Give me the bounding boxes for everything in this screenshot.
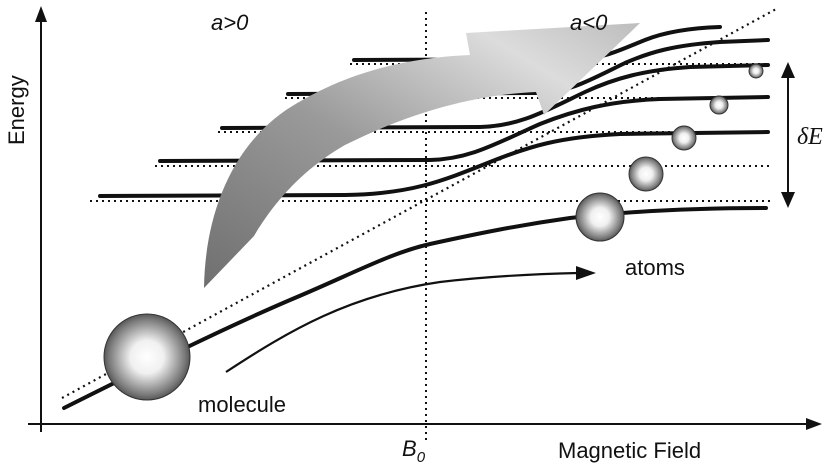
region-label-left: a>0 xyxy=(211,10,249,35)
y-axis-label: Energy xyxy=(4,75,29,145)
region-label-right: a<0 xyxy=(570,10,608,35)
sweep-arrow-curve xyxy=(225,271,579,373)
atom-sphere xyxy=(628,156,664,192)
ramp-arrow-shape xyxy=(204,23,640,288)
delta-e-arrowhead-bottom xyxy=(781,192,795,208)
energy-curve xyxy=(158,95,770,163)
atom-sphere xyxy=(575,192,625,242)
molecule-sphere xyxy=(103,313,191,401)
sweep-arrow-head xyxy=(576,266,596,280)
delta-e-label: δE xyxy=(797,124,823,150)
y-axis-arrowhead xyxy=(35,6,47,22)
resonance-label: B0 xyxy=(402,436,426,466)
atom-sphere xyxy=(671,125,697,151)
energy-curve xyxy=(220,63,770,130)
atom-sphere xyxy=(709,95,729,115)
axes xyxy=(28,6,822,432)
energy-curve xyxy=(98,130,770,198)
sweep-arrow xyxy=(225,266,596,373)
molecule-label: molecule xyxy=(198,392,286,417)
x-axis-label: Magnetic Field xyxy=(558,438,701,463)
molecular-bound-state-curve xyxy=(62,206,768,410)
atoms-label: atoms xyxy=(625,255,685,280)
bare-molecular-state-line xyxy=(61,7,779,399)
particles xyxy=(103,63,764,401)
atom-sphere xyxy=(748,63,764,79)
delta-e-indicator xyxy=(781,62,795,208)
delta-e-arrowhead-top xyxy=(781,62,795,78)
x-axis-arrowhead xyxy=(806,418,822,430)
energy-curves xyxy=(62,25,770,410)
